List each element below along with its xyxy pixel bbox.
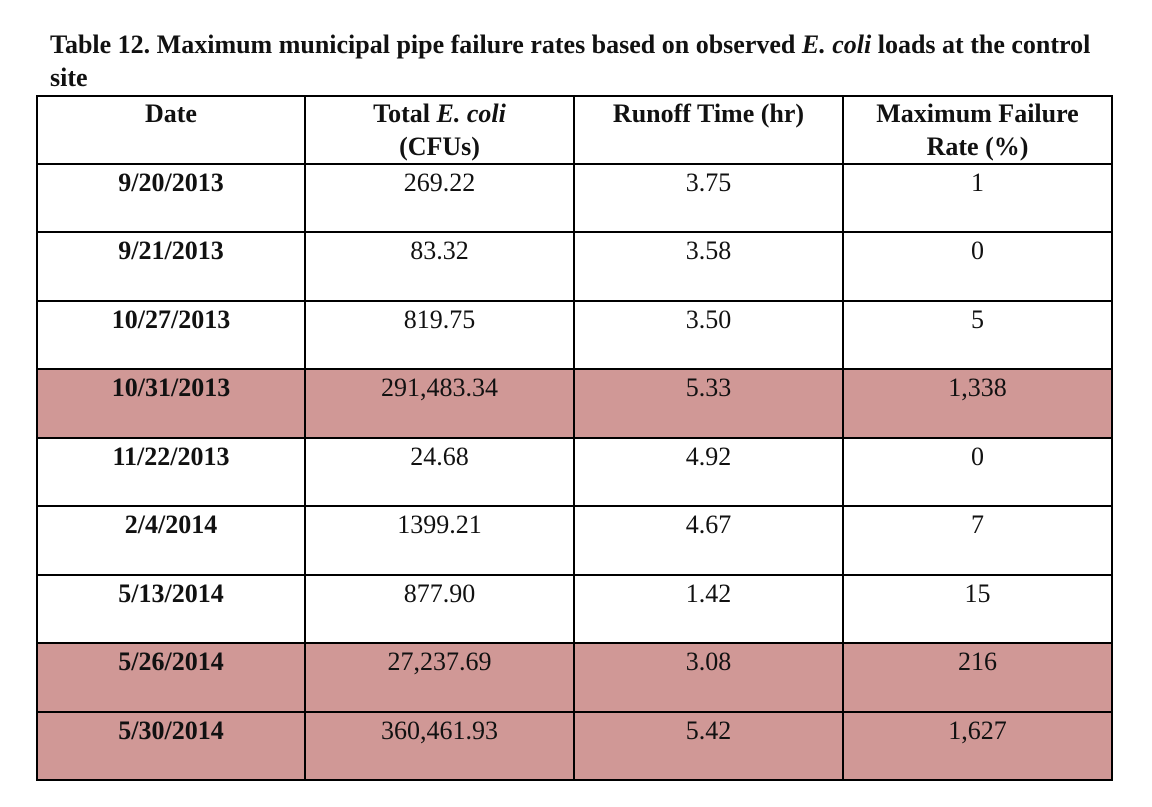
ecoli-cell: 269.22 bbox=[304, 162, 575, 234]
ecoli-cell: 83.32 bbox=[304, 231, 575, 302]
date-cell: 9/20/2013 bbox=[36, 162, 306, 234]
ecoli-cell: 877.90 bbox=[304, 573, 575, 645]
caption-text-end: loads at the control site bbox=[50, 30, 1091, 92]
date-cell: 2/4/2014 bbox=[36, 505, 306, 576]
ecoli-cell: 27,237.69 bbox=[304, 642, 575, 713]
header-ecoli-unit: (CFUs) bbox=[399, 132, 480, 161]
failure-rate-cell: 15 bbox=[842, 573, 1113, 645]
runoff-cell: 1.42 bbox=[573, 573, 844, 645]
failure-rate-cell: 216 bbox=[842, 642, 1113, 713]
runoff-cell: 3.08 bbox=[573, 642, 844, 713]
table-row: 9/20/2013 269.22 3.75 1 bbox=[36, 162, 1113, 234]
header-row: Date Total E. coli (CFUs) Runoff Time (hr… bbox=[36, 95, 1113, 165]
ecoli-cell: 819.75 bbox=[304, 299, 575, 371]
date-cell: 5/13/2014 bbox=[36, 573, 306, 645]
failure-rate-table: Date Total E. coli (CFUs) Runoff Time (hr… bbox=[36, 95, 1113, 781]
header-total-ecoli: Total E. coli (CFUs) bbox=[304, 95, 575, 165]
caption-text-start: Table 12. Maximum municipal pipe failure… bbox=[50, 30, 802, 59]
runoff-cell: 3.50 bbox=[573, 299, 844, 371]
failure-rate-cell: 1,627 bbox=[842, 710, 1113, 781]
failure-rate-cell: 0 bbox=[842, 436, 1113, 508]
runoff-cell: 4.92 bbox=[573, 436, 844, 508]
ecoli-cell: 1399.21 bbox=[304, 505, 575, 576]
table-caption: Table 12. Maximum municipal pipe failure… bbox=[50, 28, 1130, 94]
runoff-cell: 5.33 bbox=[573, 368, 844, 439]
table-row: 9/21/2013 83.32 3.58 0 bbox=[36, 231, 1113, 302]
table-row: 11/22/2013 24.68 4.92 0 bbox=[36, 436, 1113, 508]
failure-rate-cell: 0 bbox=[842, 231, 1113, 302]
failure-rate-cell: 5 bbox=[842, 299, 1113, 371]
date-cell: 5/26/2014 bbox=[36, 642, 306, 713]
ecoli-cell: 291,483.34 bbox=[304, 368, 575, 439]
ecoli-cell: 24.68 bbox=[304, 436, 575, 508]
header-max-failure-rate: Maximum Failure Rate (%) bbox=[842, 95, 1113, 165]
table-row: 2/4/2014 1399.21 4.67 7 bbox=[36, 505, 1113, 576]
header-date: Date bbox=[36, 95, 306, 165]
failure-rate-cell: 1 bbox=[842, 162, 1113, 234]
runoff-cell: 5.42 bbox=[573, 710, 844, 781]
table-body: 9/20/2013 269.22 3.75 1 9/21/2013 83.32 3.58 0 1… bbox=[36, 162, 1113, 781]
header-failure-line2: Rate (%) bbox=[926, 132, 1029, 161]
date-cell: 10/31/2013 bbox=[36, 368, 306, 439]
table-row: 10/27/2013 819.75 3.50 5 bbox=[36, 299, 1113, 371]
table-row: 5/30/2014 360,461.93 5.42 1,627 bbox=[36, 710, 1113, 781]
header-ecoli-italic: E. coli bbox=[436, 99, 506, 128]
failure-rate-cell: 7 bbox=[842, 505, 1113, 576]
caption-species-italic: E. coli bbox=[801, 30, 872, 59]
runoff-cell: 3.58 bbox=[573, 231, 844, 302]
date-cell: 10/27/2013 bbox=[36, 299, 306, 371]
table-row: 5/26/2014 27,237.69 3.08 216 bbox=[36, 642, 1113, 713]
header-runoff-time: Runoff Time (hr) bbox=[573, 95, 844, 165]
date-cell: 9/21/2013 bbox=[36, 231, 306, 302]
runoff-cell: 4.67 bbox=[573, 505, 844, 576]
header-failure-line1: Maximum Failure bbox=[876, 99, 1079, 128]
ecoli-cell: 360,461.93 bbox=[304, 710, 575, 781]
header-ecoli-prefix: Total bbox=[373, 99, 437, 128]
table-row: 5/13/2014 877.90 1.42 15 bbox=[36, 573, 1113, 645]
table-row: 10/31/2013 291,483.34 5.33 1,338 bbox=[36, 368, 1113, 439]
runoff-cell: 3.75 bbox=[573, 162, 844, 234]
failure-rate-cell: 1,338 bbox=[842, 368, 1113, 439]
date-cell: 11/22/2013 bbox=[36, 436, 306, 508]
date-cell: 5/30/2014 bbox=[36, 710, 306, 781]
